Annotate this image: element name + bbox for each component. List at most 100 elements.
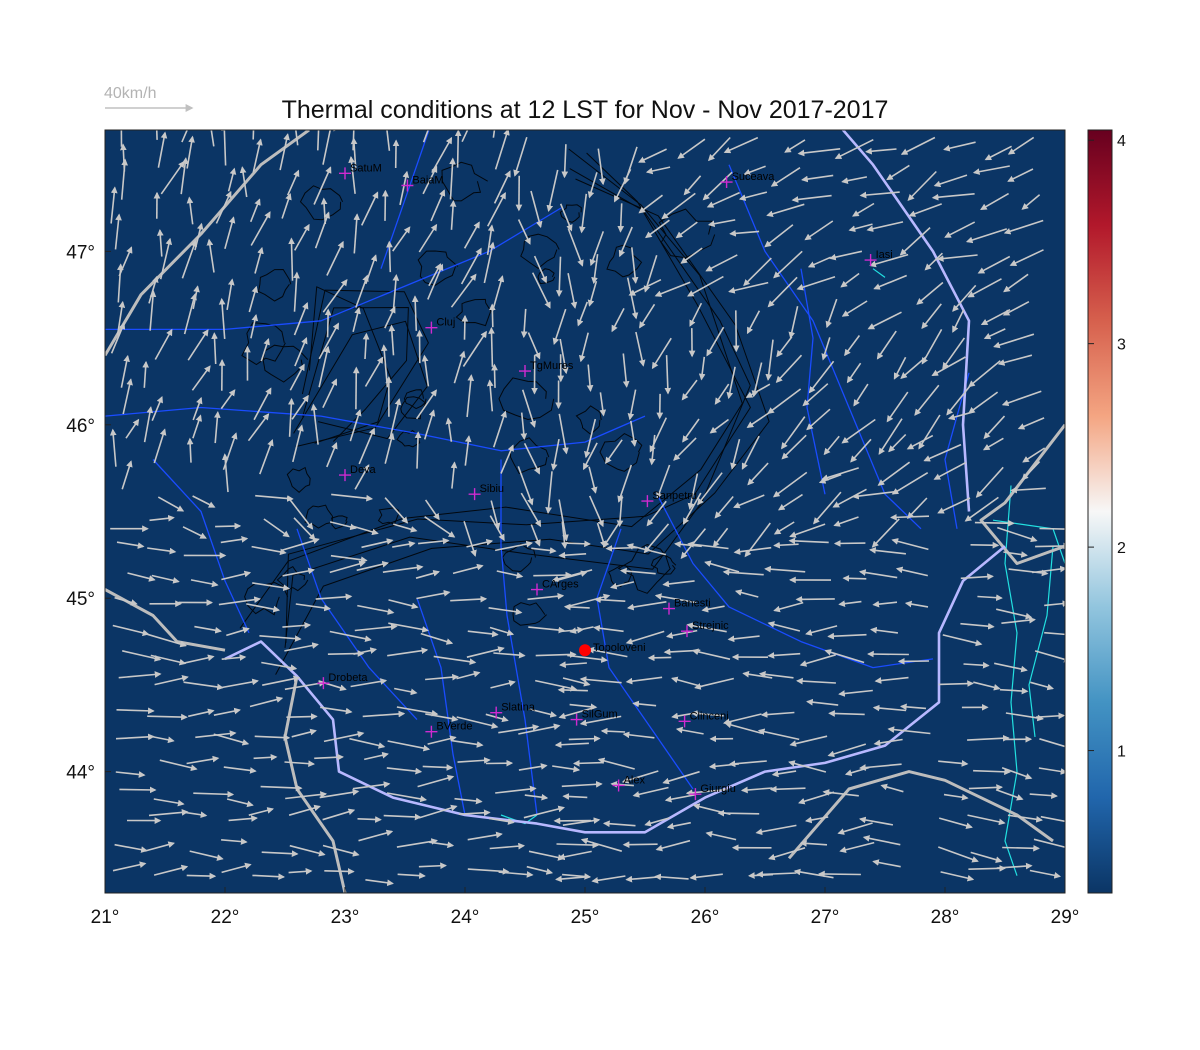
wind-arrow xyxy=(823,435,840,456)
wind-arrow xyxy=(530,524,541,547)
wind-arrow xyxy=(450,595,488,603)
wind-arrow xyxy=(767,621,801,632)
wind-arrow xyxy=(569,626,594,634)
wind-arrow xyxy=(467,630,499,638)
wind-arrow xyxy=(284,642,319,652)
wind-arrow xyxy=(666,821,691,830)
danube-border xyxy=(224,130,1006,834)
wind-arrow xyxy=(154,675,189,686)
contour-line xyxy=(299,185,344,221)
city-label: CArges xyxy=(542,579,579,591)
city-plus-icon xyxy=(519,365,531,378)
wind-arrow xyxy=(944,221,976,238)
wind-arrow xyxy=(784,139,806,153)
wind-arrow xyxy=(190,579,219,588)
wind-arrow xyxy=(425,713,459,722)
wind-arrow xyxy=(153,864,189,876)
wind-arrow xyxy=(1039,527,1065,530)
wind-arrow xyxy=(310,403,319,445)
wind-arrow xyxy=(151,395,163,422)
wind-arrow xyxy=(520,412,528,441)
wind-arrow xyxy=(899,227,931,256)
wind-arrow xyxy=(523,805,566,819)
wind-arrow xyxy=(295,603,331,612)
wind-arrow xyxy=(384,432,395,464)
wind-arrow xyxy=(577,301,589,327)
wind-arrow xyxy=(386,792,428,803)
x-tick-label: 27° xyxy=(811,907,840,928)
wind-arrow xyxy=(582,442,598,471)
wind-arrow xyxy=(777,493,803,511)
wind-arrow xyxy=(733,546,772,555)
city-plus-icon xyxy=(864,254,877,267)
wind-arrow xyxy=(662,770,700,785)
wind-arrow xyxy=(567,273,578,309)
city-label: Banesti xyxy=(674,598,711,610)
wind-arrow xyxy=(746,310,761,335)
wind-arrow xyxy=(313,166,332,205)
wind-arrow xyxy=(454,797,483,805)
contour-line xyxy=(498,377,555,421)
wind-arrow xyxy=(747,462,769,486)
wind-arrow xyxy=(259,635,302,642)
wind-arrow xyxy=(675,726,704,735)
wind-arrow xyxy=(880,783,904,793)
wind-arrow xyxy=(110,322,126,354)
wind-arrow xyxy=(489,626,515,636)
wind-arrow xyxy=(186,872,217,880)
wind-arrow xyxy=(1021,461,1041,481)
wind-arrow xyxy=(805,625,838,636)
wind-arrow xyxy=(740,786,773,794)
wind-arrow xyxy=(654,593,697,604)
wind-arrow xyxy=(221,862,252,874)
wind-arrow xyxy=(227,167,237,192)
wind-arrow xyxy=(399,170,410,206)
wind-arrow xyxy=(254,246,264,274)
wind-arrow xyxy=(973,681,1001,691)
wind-arrow xyxy=(807,256,832,268)
wind-arrow xyxy=(943,793,969,801)
wind-arrow xyxy=(655,839,691,852)
wind-arrow xyxy=(393,523,418,533)
wind-arrow xyxy=(994,662,1028,673)
wind-arrow xyxy=(228,815,258,822)
wind-arrow xyxy=(288,868,313,875)
wind-arrow xyxy=(888,433,907,453)
wind-arrow xyxy=(116,541,145,549)
wind-arrow xyxy=(707,136,731,162)
wind-arrow xyxy=(149,514,175,522)
wind-arrow xyxy=(828,710,865,717)
wind-arrow xyxy=(594,596,626,604)
x-tick-label: 21° xyxy=(91,907,120,928)
wind-arrow xyxy=(493,651,526,659)
wind-arrow xyxy=(833,516,859,527)
wind-arrow xyxy=(602,519,622,548)
wind-arrow xyxy=(554,741,589,749)
colorbar-ticks: 4 3 2 1 xyxy=(1088,133,1126,761)
map-panel: SatuM BaiaM Suceava Iasi Cluj TgMures Deva Sibi… xyxy=(104,129,1066,894)
wind-arrow xyxy=(352,306,361,332)
wind-arrow xyxy=(253,387,272,421)
border-river xyxy=(224,545,1006,834)
city-label: Clinceni xyxy=(690,710,729,722)
wind-arrow xyxy=(213,707,241,716)
wind-arrow xyxy=(689,873,723,881)
wind-arrow xyxy=(876,330,897,360)
wind-arrow xyxy=(249,198,261,223)
wind-arrow xyxy=(980,192,1009,210)
wind-arrow xyxy=(357,604,395,615)
city-label: SatuM xyxy=(350,162,382,174)
wind-arrow xyxy=(795,595,835,603)
wind-arrow xyxy=(906,497,928,519)
wind-arrow xyxy=(977,255,1011,274)
wind-arrow xyxy=(948,411,974,421)
wind-arrow xyxy=(627,389,637,421)
wind-arrow xyxy=(416,589,451,600)
wind-arrow xyxy=(246,603,281,613)
wind-arrow xyxy=(114,596,138,606)
wind-arrow xyxy=(294,223,310,251)
wind-arrow xyxy=(535,651,577,658)
wind-arrow xyxy=(315,593,353,601)
river-line xyxy=(500,459,538,816)
wind-arrow xyxy=(552,765,581,773)
